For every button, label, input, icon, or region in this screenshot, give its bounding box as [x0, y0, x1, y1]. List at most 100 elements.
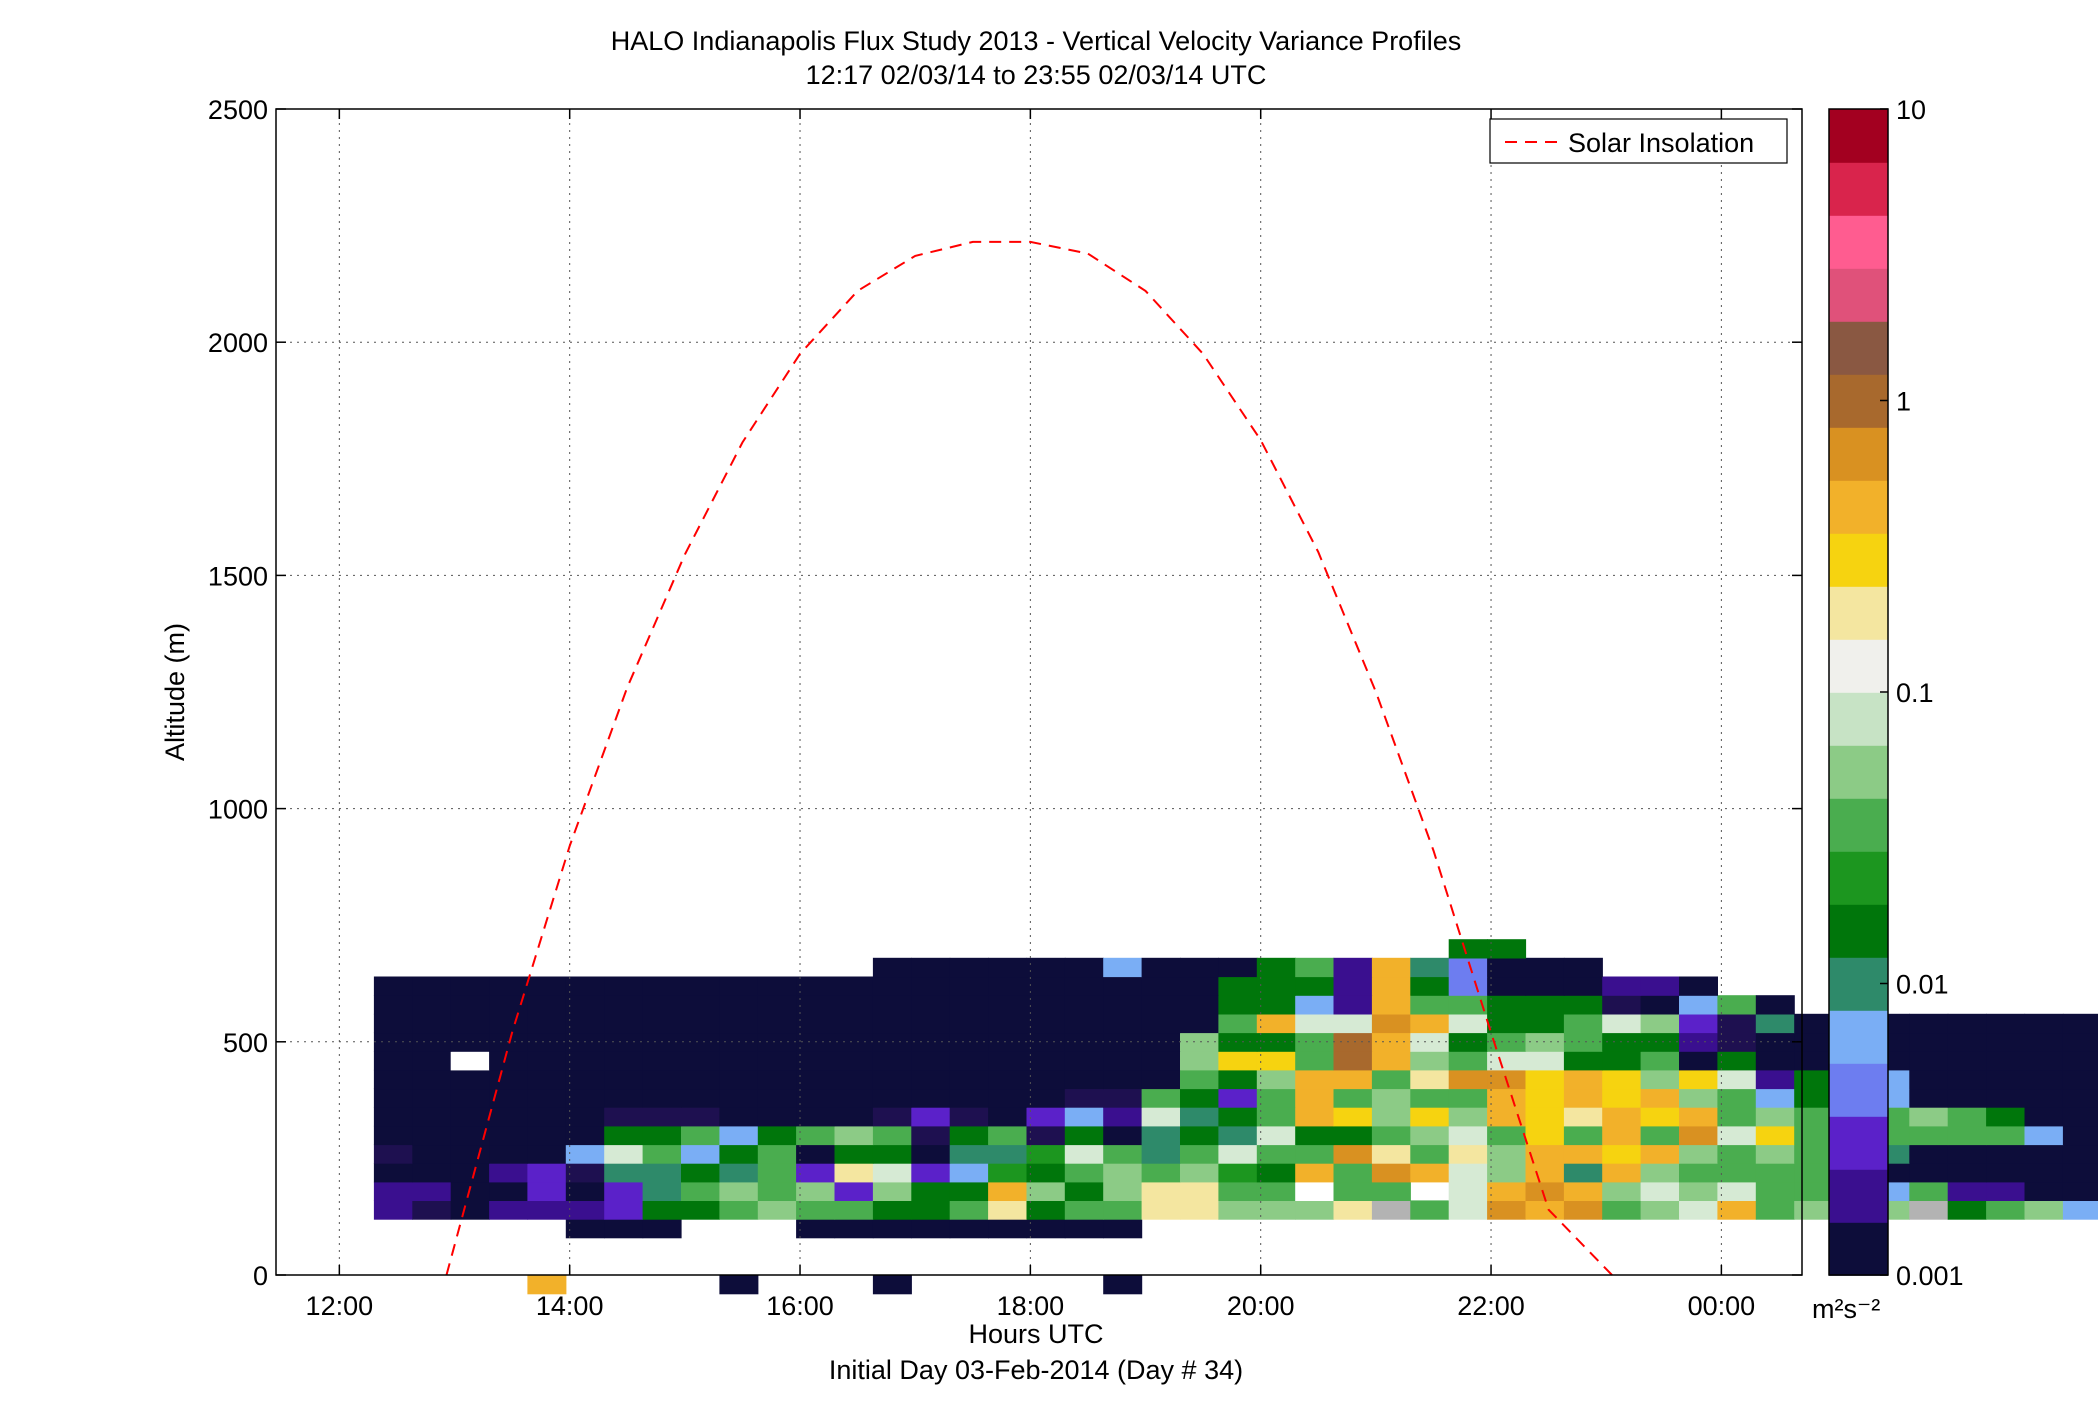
heatmap-cell	[450, 1013, 490, 1034]
heatmap-cell	[1525, 1163, 1565, 1183]
heatmap-cell	[1525, 976, 1565, 996]
heatmap-cell	[1909, 1200, 1949, 1220]
heatmap-cell	[1064, 995, 1104, 1015]
heatmap-cell	[1295, 1144, 1335, 1164]
heatmap-cell	[1410, 1107, 1450, 1127]
heatmap-cell	[834, 976, 874, 996]
heatmap-cell	[872, 976, 912, 996]
heatmap-cell	[1218, 976, 1258, 996]
heatmap-cell	[834, 995, 874, 1015]
heatmap-cell	[1295, 1051, 1335, 1071]
heatmap-cell	[1256, 1051, 1296, 1071]
y-tick-label: 500	[223, 1028, 268, 1058]
heatmap-cell	[1487, 1200, 1527, 1220]
heatmap-cell	[1487, 957, 1527, 978]
heatmap-cell	[796, 1163, 836, 1183]
heatmap-cell	[1180, 1051, 1219, 1071]
heatmap-cell	[681, 1181, 720, 1201]
heatmap-cell	[1256, 1163, 1296, 1183]
heatmap-cell	[2062, 1013, 2098, 1034]
heatmap-cell	[412, 1088, 452, 1108]
heatmap-cell	[796, 1200, 836, 1220]
heatmap-cell	[1525, 1088, 1565, 1108]
colorbar-segment	[1829, 1169, 1888, 1223]
heatmap-cell	[527, 1200, 567, 1220]
heatmap-cell	[642, 1200, 682, 1220]
heatmap-cell	[1064, 1181, 1104, 1201]
heatmap-cell	[1410, 976, 1450, 996]
heatmap-cell	[872, 1088, 912, 1108]
heatmap-cell	[1755, 1088, 1795, 1108]
heatmap-cell	[1487, 976, 1527, 996]
heatmap-cell	[1064, 1144, 1104, 1164]
heatmap-cell	[1256, 1125, 1296, 1146]
heatmap-cell	[1218, 995, 1258, 1015]
heatmap-cell	[1371, 1125, 1411, 1146]
heatmap-cell	[1448, 957, 1488, 978]
colorbar-segment	[1829, 1063, 1888, 1117]
heatmap-cell	[1295, 1088, 1335, 1108]
heatmap-cell	[604, 1181, 644, 1201]
heatmap-cell	[949, 1088, 989, 1108]
heatmap-cell	[1640, 1069, 1680, 1090]
heatmap-cell	[1064, 1013, 1104, 1034]
heatmap-cell	[1525, 1125, 1565, 1146]
heatmap-cell	[1794, 1200, 1834, 1220]
heatmap-cell	[796, 1088, 836, 1108]
heatmap-cell	[1717, 1051, 1757, 1071]
heatmap-cell	[1180, 1125, 1219, 1146]
colorbar-segment	[1829, 798, 1888, 852]
heatmap-cell	[988, 1032, 1028, 1052]
heatmap-cell	[373, 1125, 413, 1146]
heatmap-cell	[911, 1069, 951, 1090]
heatmap-cell	[911, 1032, 951, 1052]
heatmap-cell	[1064, 1107, 1104, 1127]
heatmap-cell	[450, 1051, 490, 1071]
heatmap-cell	[1947, 1069, 1987, 1090]
heatmap-cell	[681, 995, 720, 1015]
heatmap-cell	[1986, 1125, 2026, 1146]
heatmap-cell	[911, 1088, 951, 1108]
heatmap-cell	[796, 995, 836, 1015]
heatmap-cell	[527, 976, 567, 996]
heatmap-cell	[373, 1163, 413, 1183]
heatmap-cell	[1256, 995, 1296, 1015]
heatmap-cell	[949, 1163, 989, 1183]
heatmap-cell	[1410, 957, 1450, 978]
heatmap-cell	[450, 976, 490, 996]
heatmap-cell	[949, 995, 989, 1015]
heatmap-cell	[373, 1051, 413, 1071]
heatmap-cell	[1448, 939, 1488, 959]
heatmap-cell	[1333, 995, 1373, 1015]
heatmap-cell	[450, 1200, 490, 1220]
heatmap-cell	[1295, 1069, 1335, 1090]
heatmap-cell	[1563, 957, 1603, 978]
heatmap-cell	[412, 1051, 452, 1071]
heatmap-cell	[1563, 1181, 1603, 1201]
heatmap-cell	[681, 1032, 720, 1052]
heatmap-cell	[565, 1088, 605, 1108]
heatmap-cell	[642, 1181, 682, 1201]
heatmap-cell	[1256, 1088, 1296, 1108]
heatmap-cell	[872, 1219, 912, 1239]
heatmap-cell	[1410, 1069, 1450, 1090]
heatmap-cell	[1141, 1107, 1181, 1127]
heatmap-cell	[1026, 995, 1066, 1015]
heatmap-cell	[1026, 976, 1066, 996]
heatmap-cell	[642, 1144, 682, 1164]
heatmap-cell	[1947, 1200, 1987, 1220]
heatmap-cell	[1218, 957, 1258, 978]
heatmap-cell	[1717, 1181, 1757, 1201]
heatmap-cell	[757, 1125, 797, 1146]
heatmap-cell	[565, 1107, 605, 1127]
colorbar-tick-label: 0.01	[1896, 970, 1949, 1000]
heatmap-cell	[373, 1088, 413, 1108]
heatmap-cell	[489, 1069, 529, 1090]
heatmap-cell	[1602, 1069, 1642, 1090]
heatmap-cell	[1103, 1069, 1143, 1090]
heatmap-cell	[1487, 1051, 1527, 1071]
x-tick-label: 16:00	[766, 1291, 834, 1321]
heatmap-cell	[1295, 1163, 1335, 1183]
heatmap-cell	[949, 1181, 989, 1201]
heatmap-cell	[1986, 1200, 2026, 1220]
